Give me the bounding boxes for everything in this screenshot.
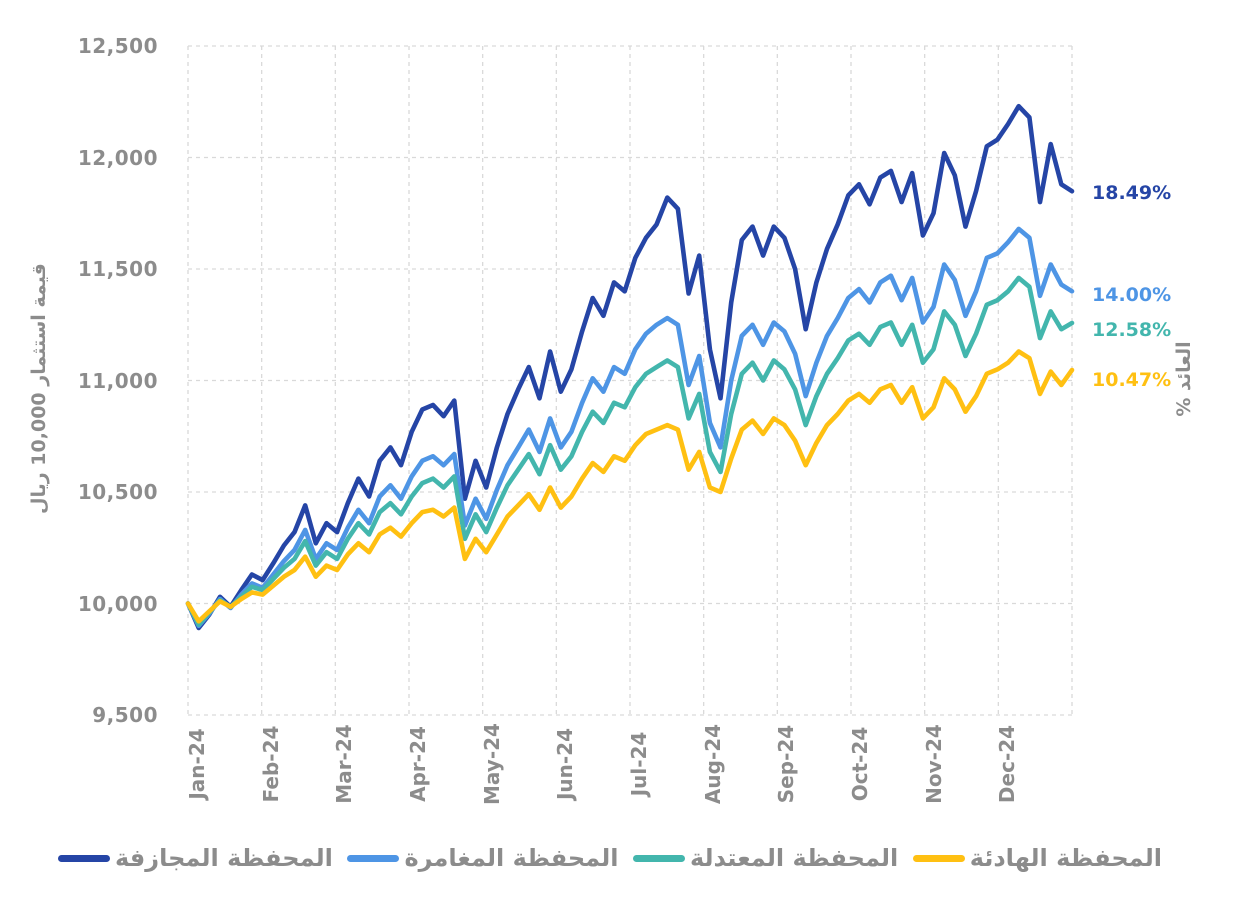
- x-tick-label: Dec-24: [995, 724, 1020, 804]
- legend-label-moderate: المحفظة المعتدلة: [689, 844, 899, 872]
- x-tick-label: Jul-24: [627, 731, 651, 797]
- legend-label-adventurous: المحفظة المغامرة: [404, 844, 619, 872]
- y-tick-label: 11,500: [77, 257, 158, 281]
- x-tick-label: Feb-24: [258, 725, 283, 803]
- y-tick-label: 9,500: [92, 703, 158, 727]
- y-tick-label: 10,500: [77, 480, 158, 504]
- series-line-moderate: [185, 275, 1075, 628]
- return-label-moderate: 12.58%: [1092, 318, 1172, 341]
- legend-label-aggressive: المحفظة المجازفة: [115, 844, 333, 872]
- x-tick-label: Aug-24: [700, 723, 725, 805]
- y-tick-label: 11,000: [77, 368, 158, 393]
- y-tick-label: 10,000: [77, 591, 158, 616]
- x-tick-label: Oct-24: [848, 726, 872, 802]
- x-tick-label: Jan-24: [185, 728, 209, 800]
- series-line-adventurous: [185, 226, 1075, 629]
- y-tick-label: 12,000: [77, 145, 158, 170]
- legend-swatch-moderate: [632, 854, 685, 862]
- x-tick-label: Sep-24: [774, 724, 799, 804]
- legend-item-aggressive: المحفظة المجازفة: [58, 844, 333, 872]
- chart-legend: المحفظة المجازفة المحفظة المغامرة المحفظ…: [0, 836, 1238, 880]
- legend-swatch-calm: [912, 854, 965, 862]
- x-tick-label: Jun-24: [553, 727, 578, 801]
- legend-item-calm: المحفظة الهادئة: [912, 844, 1162, 872]
- y-tick-label: 12,500: [77, 34, 158, 58]
- y-axis-title: قيمة استثمار 10,000 ريال: [28, 263, 50, 514]
- legend-label-calm: المحفظة الهادئة: [969, 844, 1162, 872]
- return-label-calm: 10.47%: [1092, 369, 1172, 392]
- series-line-aggressive: [185, 103, 1075, 631]
- x-tick-label: Nov-24: [921, 724, 946, 804]
- right-axis-title: % العائد: [1173, 341, 1195, 417]
- x-tick-label: Apr-24: [406, 726, 430, 802]
- x-tick-label: May-24: [479, 723, 504, 805]
- legend-item-adventurous: المحفظة المغامرة: [347, 844, 618, 872]
- legend-swatch-aggressive: [58, 854, 110, 862]
- return-label-adventurous: 14.00%: [1092, 284, 1172, 307]
- series-line-calm: [185, 349, 1075, 624]
- return-label-aggressive: 18.49%: [1092, 182, 1172, 205]
- legend-item-moderate: المحفظة المعتدلة: [632, 844, 899, 872]
- legend-swatch-adventurous: [347, 854, 400, 862]
- x-tick-label: Mar-24: [332, 724, 357, 804]
